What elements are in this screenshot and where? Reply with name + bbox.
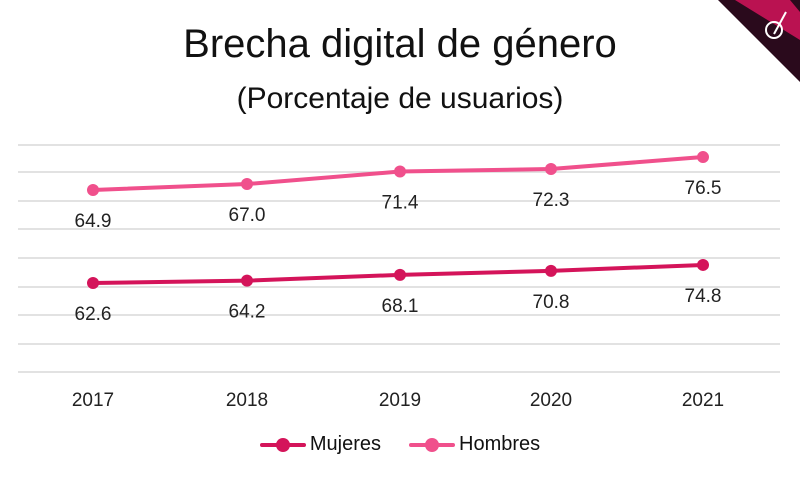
legend-item-mujeres: Mujeres <box>259 433 381 456</box>
data-label: 70.8 <box>533 292 570 313</box>
legend-marker-mujeres <box>259 437 306 452</box>
data-label: 72.3 <box>533 190 570 211</box>
legend-label: Hombres <box>459 433 541 455</box>
data-label: 62.6 <box>75 304 112 325</box>
chart-title: Brecha digital de género <box>183 22 617 66</box>
x-tick-label: 2018 <box>226 390 268 411</box>
x-tick-label: 2019 <box>379 390 421 411</box>
check-logo-icon <box>765 21 783 39</box>
x-tick-label: 2021 <box>682 390 724 411</box>
data-point-hombres <box>394 165 406 178</box>
data-point-hombres <box>545 162 557 175</box>
data-point-hombres <box>241 178 253 191</box>
data-label: 68.1 <box>382 296 419 317</box>
data-point-mujeres <box>241 274 253 287</box>
x-tick-label: 2020 <box>530 390 572 411</box>
data-point-hombres <box>87 184 99 196</box>
logo-corner <box>718 0 800 82</box>
data-label: 64.9 <box>75 211 112 232</box>
chart-subtitle: (Porcentaje de usuarios) <box>236 82 564 115</box>
data-label: 71.4 <box>382 193 419 214</box>
legend: Mujeres Hombres <box>0 433 800 456</box>
x-tick-label: 2017 <box>72 390 114 411</box>
data-point-mujeres <box>697 258 709 271</box>
data-label: 74.8 <box>685 286 722 307</box>
data-label: 76.5 <box>685 178 722 199</box>
data-point-mujeres <box>87 277 99 289</box>
data-point-hombres <box>697 151 709 164</box>
legend-label: Mujeres <box>309 433 381 455</box>
legend-item-hombres: Hombres <box>409 433 540 456</box>
data-label: 67.0 <box>229 205 266 226</box>
data-point-mujeres <box>545 264 557 277</box>
data-point-mujeres <box>394 268 406 281</box>
legend-marker-hombres <box>409 437 455 452</box>
data-label: 64.2 <box>229 302 266 323</box>
